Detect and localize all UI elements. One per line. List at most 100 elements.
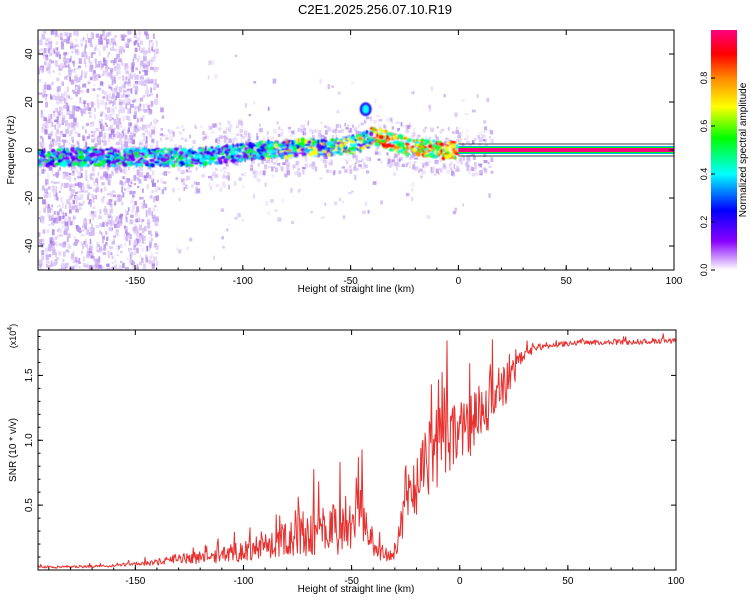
noise-blob (468, 143, 473, 147)
ridge-blob (370, 142, 374, 145)
noise-blob (150, 93, 153, 96)
noise-blob (201, 174, 206, 178)
noise-blob (102, 57, 106, 63)
noise-blob (77, 65, 81, 69)
noise-blob (395, 121, 400, 124)
noise-blob (82, 225, 86, 228)
snr-x-axis-label: Height of straight line (km) (298, 584, 415, 595)
noise-blob (74, 183, 79, 186)
noise-blob (59, 99, 63, 104)
noise-blob (118, 57, 122, 60)
noise-blob (61, 93, 65, 99)
noise-blob (47, 207, 51, 213)
noise-blob (92, 103, 96, 106)
spectrogram-x-axis-label: Height of straight line (km) (298, 284, 415, 295)
noise-blob (40, 67, 43, 74)
ridge-blob (192, 158, 198, 162)
noise-blob (51, 138, 55, 142)
noise-blob (146, 172, 150, 178)
noise-blob (478, 131, 482, 135)
noise-blob (133, 175, 137, 180)
noise-blob (110, 191, 113, 198)
noise-blob (459, 153, 463, 156)
noise-blob (59, 54, 61, 60)
noise-blob (59, 234, 63, 237)
noise-blob (76, 140, 80, 145)
noise-blob (454, 112, 458, 117)
noise-blob (434, 133, 437, 136)
noise-blob (87, 269, 92, 270)
noise-blob (110, 76, 114, 80)
noise-blob (61, 221, 64, 224)
noise-blob (76, 121, 79, 125)
noise-blob (361, 120, 365, 123)
noise-blob (85, 61, 87, 68)
noise-blob (155, 48, 159, 54)
noise-blob (61, 202, 64, 208)
noise-blob (364, 120, 368, 123)
noise-blob (125, 76, 128, 80)
noise-blob (54, 62, 59, 67)
ridge-blob (129, 155, 132, 159)
noise-blob (92, 195, 95, 200)
ridge-blob (417, 145, 422, 149)
ridge-blob (406, 138, 412, 142)
noise-blob (72, 199, 75, 205)
noise-blob (455, 168, 459, 172)
noise-blob (106, 237, 109, 241)
noise-blob (80, 230, 83, 233)
snr-scale-suffix: ) (8, 324, 18, 327)
noise-blob (135, 74, 140, 80)
noise-blob (375, 115, 380, 118)
noise-blob (152, 170, 155, 176)
noise-blob (396, 166, 398, 171)
noise-blob (446, 169, 451, 174)
noise-blob (116, 164, 121, 169)
noise-blob (256, 135, 259, 140)
noise-blob (185, 169, 189, 173)
noise-blob (122, 181, 126, 185)
noise-blob (414, 157, 418, 160)
noise-blob (366, 170, 370, 174)
noise-blob (346, 124, 350, 128)
noise-blob (138, 55, 141, 60)
ridge-blob (404, 150, 408, 154)
noise-blob (189, 134, 191, 139)
ridge-blob (49, 155, 52, 159)
noise-blob (88, 61, 93, 65)
noise-blob (119, 265, 122, 270)
noise-blob (84, 225, 87, 230)
noise-blob (151, 129, 156, 135)
noise-blob (62, 171, 66, 175)
noise-blob (353, 166, 357, 171)
noise-blob (96, 244, 100, 247)
noise-blob (112, 101, 114, 107)
ridge-blob (385, 134, 390, 139)
noise-blob (460, 160, 463, 165)
noise-blob (85, 122, 90, 126)
noise-blob (419, 168, 423, 172)
noise-blob (272, 78, 277, 84)
ridge-blob (431, 147, 435, 150)
noise-blob (151, 42, 154, 48)
noise-blob (120, 46, 124, 53)
noise-blob (85, 142, 88, 148)
noise-blob (454, 207, 458, 212)
noise-blob (405, 129, 410, 134)
noise-blob (278, 161, 281, 165)
noise-blob (264, 182, 267, 187)
ridge-blob (256, 148, 261, 153)
noise-blob (104, 268, 107, 270)
noise-blob (43, 64, 48, 69)
ridge-blob (356, 134, 360, 138)
noise-blob (85, 170, 88, 176)
noise-blob (86, 184, 91, 189)
noise-blob (331, 129, 336, 133)
noise-blob (152, 125, 156, 131)
noise-blob (416, 134, 420, 139)
ridge-blob (449, 143, 456, 149)
noise-blob (71, 127, 76, 132)
noise-blob (41, 219, 45, 224)
noise-blob (128, 239, 132, 245)
noise-blob (195, 126, 197, 129)
